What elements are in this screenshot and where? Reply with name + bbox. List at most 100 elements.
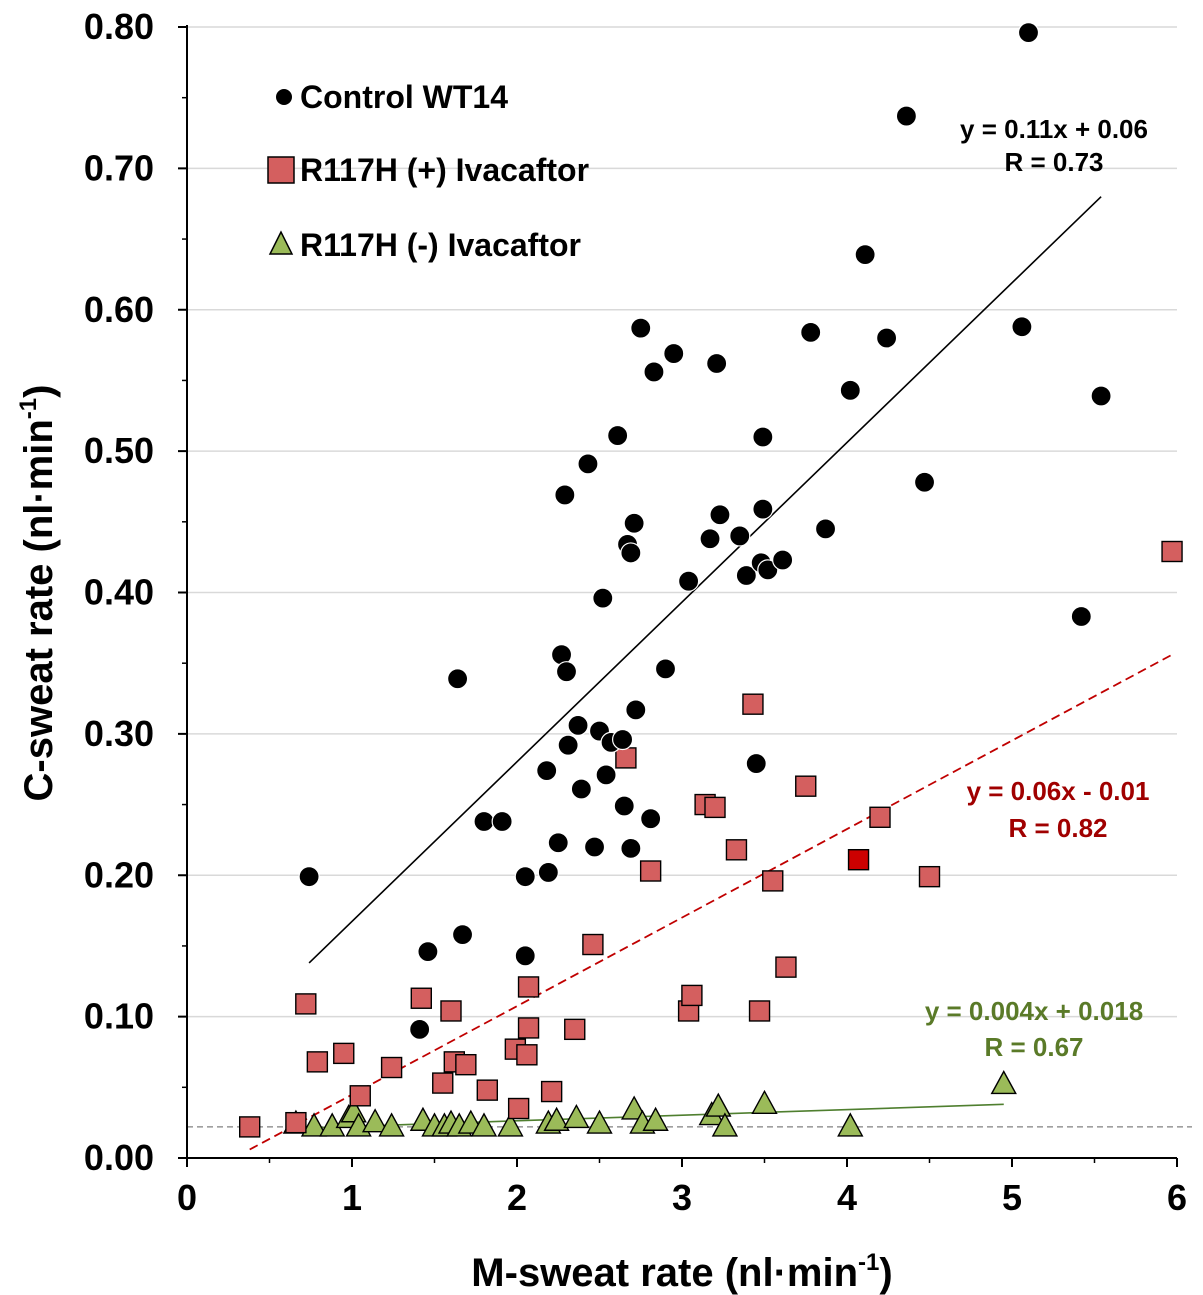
point-control — [554, 484, 576, 506]
point-control — [611, 728, 634, 751]
point-control — [620, 542, 642, 564]
legend-label-minus: R117H (-) Ivacaftor — [300, 227, 581, 263]
point-r117h-minus — [620, 1095, 648, 1120]
data-points — [238, 22, 1183, 1138]
point-control — [677, 570, 700, 592]
y-tick-label: 0.50 — [84, 430, 154, 471]
point-control — [613, 795, 635, 817]
point-r117h-plus — [238, 1116, 261, 1138]
control-r-value: R = 0.73 — [1004, 147, 1103, 177]
point-r117h-minus — [990, 1070, 1017, 1095]
control-equation: y = 0.11x + 0.06 — [960, 114, 1148, 144]
minus-r-value: R = 0.67 — [984, 1032, 1083, 1062]
point-control — [557, 734, 579, 756]
point-r117h-minus — [361, 1108, 389, 1133]
point-control — [800, 321, 822, 343]
legend-marker-plus — [267, 156, 295, 184]
point-r117h-plus — [725, 839, 748, 861]
point-r117h-plus — [349, 1085, 371, 1107]
point-r117h-minus — [705, 1092, 732, 1117]
point-control — [1011, 316, 1033, 338]
point-control — [537, 861, 559, 884]
point-r117h-plus — [847, 848, 870, 871]
point-control — [752, 426, 774, 448]
point-control — [298, 866, 320, 888]
point-r117h-plus — [432, 1072, 454, 1094]
point-r117h-plus — [1161, 540, 1183, 563]
x-tick-label: 2 — [507, 1177, 527, 1218]
point-r117h-plus — [681, 984, 703, 1007]
point-control — [514, 866, 536, 888]
point-control — [640, 808, 662, 830]
y-tick-label: 0.00 — [84, 1137, 154, 1178]
point-r117h-minus — [563, 1103, 590, 1129]
point-r117h-minus — [470, 1112, 498, 1137]
point-control — [447, 668, 469, 690]
legend-label-plus: R117H (+) Ivacaftor — [300, 152, 589, 188]
y-tick-label: 0.70 — [84, 147, 154, 188]
plus-equation: y = 0.06x - 0.01 — [967, 776, 1150, 806]
point-control — [772, 549, 794, 571]
y-tick-label: 0.80 — [84, 6, 154, 47]
point-control — [757, 559, 779, 581]
point-control — [913, 471, 936, 493]
plus-trend-line — [249, 653, 1173, 1151]
point-control — [409, 1018, 431, 1040]
legend: Control WT14 R117H (+) Ivacaftor R117H (… — [267, 79, 589, 263]
point-control — [839, 379, 861, 401]
point-r117h-minus — [751, 1089, 778, 1114]
point-r117h-plus — [748, 1000, 771, 1022]
y-tick-label: 0.20 — [84, 854, 154, 895]
y-tick-label: 0.10 — [84, 996, 154, 1037]
point-control — [595, 764, 617, 786]
point-control — [699, 528, 721, 550]
axes — [178, 25, 1178, 1167]
point-control — [577, 453, 599, 475]
legend-marker-control — [276, 89, 292, 105]
point-control — [625, 699, 647, 721]
point-control — [729, 525, 751, 547]
y-tick-label: 0.40 — [84, 572, 154, 613]
point-control — [654, 658, 677, 680]
point-control — [895, 105, 918, 127]
point-control — [745, 752, 767, 775]
point-r117h-plus — [615, 747, 637, 769]
minus-equation: y = 0.004x + 0.018 — [925, 996, 1143, 1026]
point-control — [583, 836, 606, 858]
point-r117h-plus — [540, 1080, 563, 1103]
point-r117h-minus — [497, 1112, 524, 1137]
point-r117h-plus — [869, 806, 891, 828]
point-r117h-plus — [564, 1018, 586, 1041]
x-tick-label: 5 — [1002, 1177, 1022, 1218]
point-r117h-plus — [295, 993, 317, 1015]
point-control — [514, 945, 536, 967]
point-r117h-minus — [300, 1112, 328, 1137]
point-r117h-minus — [711, 1112, 739, 1137]
y-axis-title: C-sweat rate (nl·min-1) — [15, 385, 61, 802]
point-r117h-minus — [378, 1112, 405, 1137]
point-r117h-plus — [306, 1051, 329, 1073]
point-r117h-plus — [516, 1044, 538, 1066]
y-tick-label: 0.60 — [84, 289, 154, 330]
point-r117h-minus — [543, 1106, 570, 1131]
point-r117h-plus — [795, 775, 817, 797]
point-control — [567, 714, 589, 736]
point-control — [417, 940, 439, 963]
point-control — [592, 587, 614, 609]
point-control — [536, 760, 558, 782]
point-control — [1090, 385, 1112, 407]
point-control — [451, 924, 474, 946]
trend-annotations: y = 0.11x + 0.06 R = 0.73 y = 0.06x - 0.… — [925, 114, 1150, 1062]
point-control — [709, 504, 731, 526]
gridlines — [187, 26, 1177, 1018]
point-r117h-plus — [918, 865, 941, 888]
x-tick-label: 3 — [672, 1177, 692, 1218]
x-tick-label: 0 — [177, 1177, 197, 1218]
point-control — [1017, 22, 1040, 44]
point-control — [643, 361, 665, 383]
point-r117h-plus — [476, 1079, 498, 1101]
point-control — [555, 661, 578, 683]
point-control — [547, 832, 569, 854]
point-control — [875, 327, 898, 349]
